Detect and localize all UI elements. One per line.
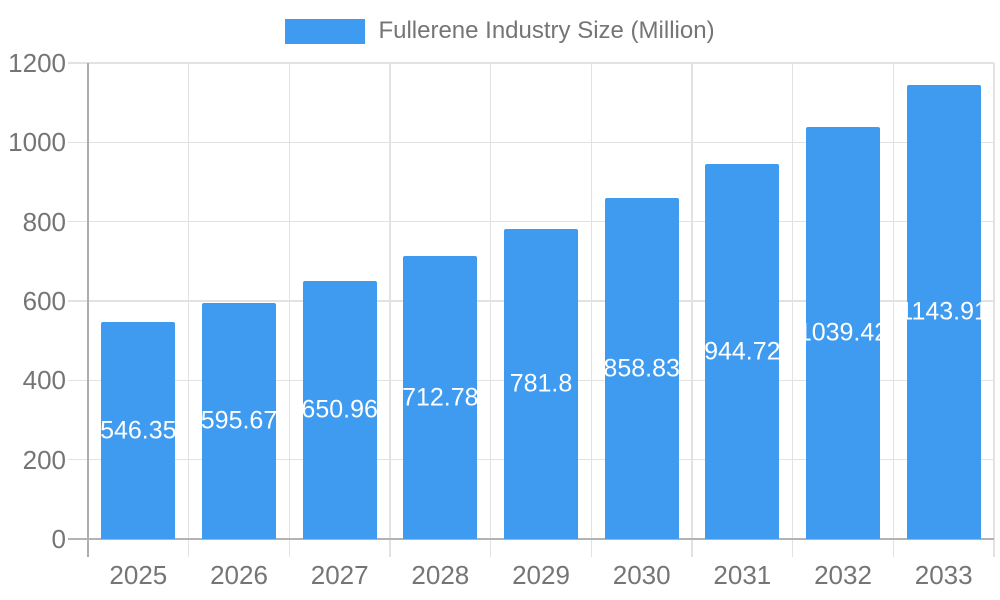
y-tick-label: 800 xyxy=(22,206,66,237)
y-tick-label: 600 xyxy=(22,286,66,316)
bar-value-label: 858.83 xyxy=(603,354,680,383)
y-gridline xyxy=(68,62,994,64)
bar-value-label: 546.35 xyxy=(100,416,177,445)
bar-value-label: 712.78 xyxy=(402,383,479,412)
x-tick-label: 2027 xyxy=(310,560,369,590)
x-tick-label: 2025 xyxy=(109,560,168,590)
y-tick-label: 1000 xyxy=(8,127,66,158)
bar: 1039.42 xyxy=(798,126,888,539)
x-gridline xyxy=(791,63,794,557)
x-axis-line xyxy=(68,538,994,540)
x-gridline xyxy=(993,63,995,557)
x-gridline xyxy=(187,63,190,557)
bar: 1143.91 xyxy=(899,85,988,539)
x-gridline xyxy=(288,63,291,557)
x-gridline xyxy=(892,63,895,557)
x-gridline xyxy=(590,63,593,557)
y-gridline xyxy=(68,220,994,223)
x-tick-label: 2029 xyxy=(512,560,570,590)
y-gridline xyxy=(68,141,994,144)
plot-area: 546.35 595.67 650.96 712.78 781.8 858.83 944.7… xyxy=(68,62,995,557)
y-tick-label: 400 xyxy=(22,365,66,396)
legend-swatch-icon xyxy=(285,18,366,44)
y-tick-label: 200 xyxy=(22,444,66,475)
x-tick-label: 2026 xyxy=(210,560,268,590)
bar: 944.72 xyxy=(704,164,781,539)
bar-value-label: 650.96 xyxy=(301,395,378,424)
x-tick-label: 2030 xyxy=(612,560,671,590)
y-tick-label: 0 xyxy=(51,524,66,554)
x-tick-label: 2033 xyxy=(914,560,973,590)
x-tick-label: 2032 xyxy=(814,560,872,590)
bar: 546.35 xyxy=(100,322,177,539)
x-gridline xyxy=(489,63,492,557)
y-tick-label: 1200 xyxy=(8,48,66,78)
legend-label: Fullerene Industry Size (Million) xyxy=(378,17,715,44)
legend-item[interactable]: Fullerene Industry Size (Million) xyxy=(285,17,715,45)
bar-value-label: 781.8 xyxy=(509,369,573,398)
legend: Fullerene Industry Size (Million) xyxy=(0,17,1000,45)
y-axis-line xyxy=(87,63,89,557)
bar: 650.96 xyxy=(301,280,378,539)
bar: 712.78 xyxy=(402,256,479,539)
x-gridline xyxy=(389,63,391,557)
bar-value-label: 1039.42 xyxy=(797,318,889,347)
bar-value-label: 1143.91 xyxy=(899,297,988,326)
x-gridline xyxy=(691,63,693,557)
bar: 858.83 xyxy=(603,198,680,539)
bar-value-label: 595.67 xyxy=(200,406,278,435)
x-tick-label: 2028 xyxy=(411,560,470,590)
bar-value-label: 944.72 xyxy=(704,337,781,366)
bar: 781.8 xyxy=(504,228,578,539)
bar: 595.67 xyxy=(200,302,278,539)
x-tick-label: 2031 xyxy=(713,560,772,590)
